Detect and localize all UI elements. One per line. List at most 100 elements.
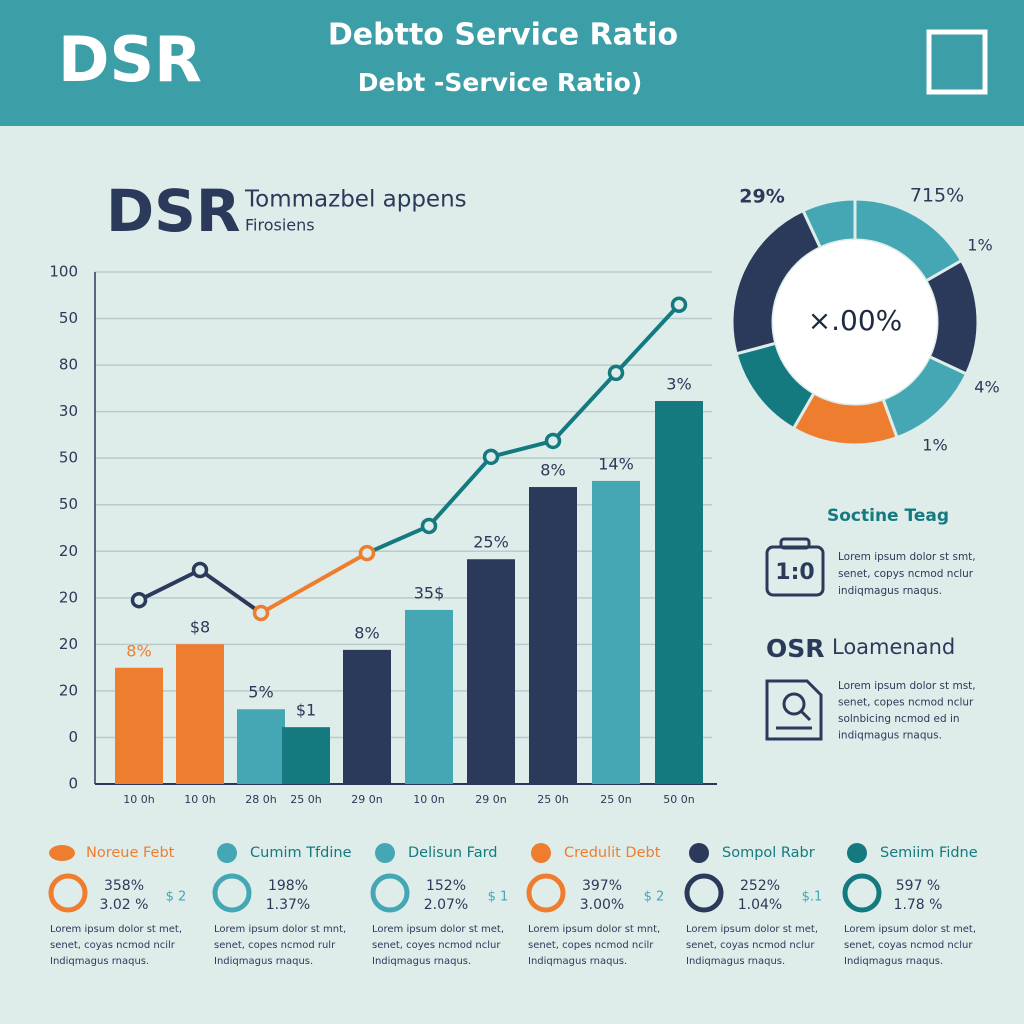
- line-point: [420, 517, 438, 535]
- bar: [529, 487, 577, 784]
- legend-pct: 1.78 %: [894, 897, 943, 913]
- legend-icon: [48, 873, 88, 913]
- donut-label: 1%: [967, 236, 992, 255]
- donut-hole: [773, 240, 937, 404]
- bar-label: 8%: [540, 461, 565, 480]
- y-tick-label: 0: [68, 728, 78, 746]
- header-title: Debtto Service Ratio: [328, 18, 678, 53]
- legend-pct: 198%: [268, 878, 308, 894]
- line-point: [252, 604, 270, 622]
- side-text: solnbicing ncmod ed in: [838, 713, 960, 725]
- x-tick-label: 25 0h: [537, 793, 568, 806]
- legend-text: Indiqmagus rnaqus.: [528, 956, 627, 967]
- y-tick-label: 100: [49, 263, 78, 281]
- legend-text: Indiqmagus rnaqus.: [686, 956, 785, 967]
- legend-text: senet, copes ncmod ncilr: [528, 940, 654, 951]
- legend-text: Indiqmagus rnaqus.: [214, 956, 313, 967]
- y-tick-label: 50: [59, 309, 78, 327]
- x-tick-label: 29 0n: [475, 793, 506, 806]
- bar-label: 35$: [414, 583, 445, 602]
- x-tick-label: 28 0h: [245, 793, 276, 806]
- legend-pct: 3.02 %: [100, 897, 149, 913]
- bar-label: 8%: [354, 623, 379, 642]
- legend-pct: 397%: [582, 878, 622, 894]
- chart-title: DSR: [106, 177, 241, 245]
- header-bar: [0, 0, 1024, 126]
- bar: [282, 727, 330, 784]
- line-point: [607, 364, 625, 382]
- legend-dot: [217, 843, 237, 863]
- y-tick-label: 20: [59, 681, 78, 699]
- line-segment: [260, 551, 368, 615]
- x-tick-label: 50 0n: [663, 793, 694, 806]
- line-segment: [490, 439, 554, 459]
- line-segment: [366, 524, 430, 555]
- bar: [176, 644, 224, 784]
- line-point: [670, 296, 688, 314]
- legend-dot: [847, 843, 867, 863]
- x-tick-label: 25 0n: [600, 793, 631, 806]
- donut-label: 1%: [922, 436, 947, 455]
- donut-label: 715%: [910, 185, 964, 207]
- side-text: senet, copes ncmod nclur: [838, 697, 974, 709]
- legend-name: Noreue Febt: [86, 845, 175, 861]
- x-tick-label: 10 0h: [123, 793, 154, 806]
- legend-text: senet, coyas ncmod ncilr: [50, 940, 176, 951]
- legend-text: Lorem ipsum dolor st met,: [50, 924, 182, 935]
- y-tick-label: 0: [68, 775, 78, 793]
- side-title: Loamenand: [832, 635, 955, 659]
- side-icon-label: 1:0: [775, 560, 814, 585]
- donut-label: 29%: [739, 186, 784, 208]
- bar-label: 5%: [248, 683, 273, 702]
- doc-icon-lens: [782, 692, 806, 716]
- bar-label: 14%: [598, 454, 634, 473]
- legend-tag: $.1: [802, 890, 823, 905]
- y-tick-label: 30: [59, 402, 78, 420]
- chart-caption: Firosiens: [245, 216, 315, 235]
- donut-center-label: ×.00%: [808, 304, 903, 337]
- side-text: Lorem ipsum dolor st mst,: [838, 680, 976, 692]
- menu-icon[interactable]: [926, 29, 988, 95]
- line-segment: [551, 371, 618, 443]
- y-tick-label: 20: [59, 542, 78, 560]
- legend-icon: [842, 873, 882, 913]
- y-tick-label: 50: [59, 495, 78, 513]
- y-tick-label: 80: [59, 356, 78, 374]
- legend-tag: $ 1: [488, 890, 509, 905]
- legend-name: Credulit Debt: [564, 845, 661, 861]
- header-subtitle: Debt -Service Ratio): [358, 68, 643, 97]
- side-text: indiqmagus rnaqus.: [838, 730, 942, 742]
- legend-text: senet, coyes ncmod nclur: [372, 940, 501, 951]
- y-tick-label: 20: [59, 588, 78, 606]
- line-point: [482, 448, 500, 466]
- bar-label: 25%: [473, 533, 509, 552]
- legend-text: Indiqmagus rnaqus.: [372, 956, 471, 967]
- line-point: [544, 432, 562, 450]
- legend-dot: [49, 845, 75, 861]
- legend-name: Cumim Tfdine: [250, 845, 352, 861]
- line-point: [130, 591, 148, 609]
- legend-text: Indiqmagus rnaqus.: [50, 956, 149, 967]
- x-tick-label: 29 0n: [351, 793, 382, 806]
- line-segment: [427, 455, 493, 528]
- side-text: Lorem ipsum dolor st smt,: [838, 551, 976, 563]
- y-tick-label: 50: [59, 449, 78, 467]
- donut-label: 4%: [974, 378, 999, 397]
- bar: [405, 609, 453, 784]
- legend-tag: $ 2: [166, 890, 187, 905]
- bar: [592, 480, 640, 784]
- legend-dot: [375, 843, 395, 863]
- line-segment: [614, 303, 681, 375]
- legend-name: Delisun Fard: [408, 845, 498, 861]
- bar-label: 3%: [666, 375, 691, 394]
- legend-text: Lorem ipsum dolor st met,: [686, 924, 818, 935]
- bar-label: $1: [296, 701, 316, 720]
- legend-name: Sompol Rabr: [722, 845, 815, 861]
- line-point: [191, 561, 209, 579]
- x-tick-label: 10 0n: [413, 793, 444, 806]
- side-title: Soctine Teag: [827, 506, 949, 526]
- legend-icon: [212, 873, 252, 913]
- legend-tag: $ 2: [644, 890, 665, 905]
- legend-pct: 3.00%: [580, 897, 624, 913]
- bar-label: 8%: [126, 641, 151, 660]
